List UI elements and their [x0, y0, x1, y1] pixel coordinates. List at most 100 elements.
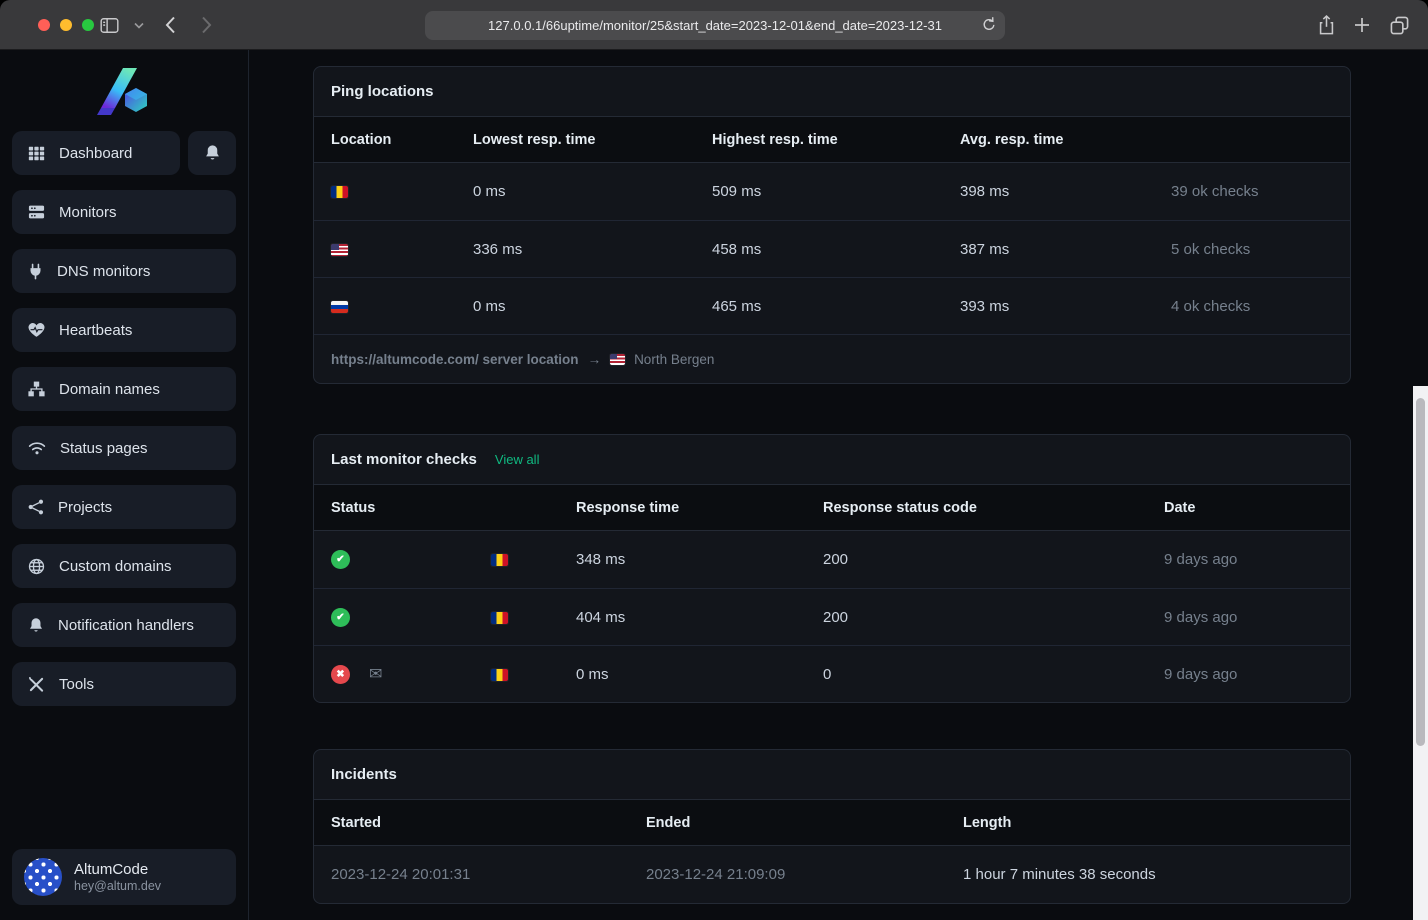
sidebar-nav: Dashboard Monitors DNS monitors	[12, 131, 236, 721]
ok-checks: 5 ok checks	[1171, 240, 1251, 258]
table-row: 2023-12-24 20:01:31 2023-12-24 21:09:09 …	[314, 846, 1350, 903]
sidebar: Dashboard Monitors DNS monitors	[0, 50, 249, 920]
table-row: 0 ms 465 ms 393 ms 4 ok checks	[314, 277, 1350, 334]
heart-pulse-icon	[28, 323, 45, 337]
lowest-resp-time: 0 ms	[473, 183, 506, 200]
sidebar-item-label: Domain names	[59, 380, 160, 398]
user-info: AltumCode hey@altum.dev	[74, 861, 161, 894]
tools-icon	[29, 676, 44, 692]
response-status-code: 0	[823, 665, 832, 683]
scrollbar-track[interactable]	[1413, 386, 1428, 920]
sidebar-item-label: Tools	[59, 675, 95, 693]
app-logo	[97, 68, 147, 115]
sidebar-item-label: Projects	[58, 498, 113, 516]
check-date: 9 days ago	[1164, 608, 1238, 626]
arrow-right-icon: →	[587, 351, 602, 367]
ping-locations-card: Ping locations Location Lowest resp. tim…	[313, 66, 1351, 384]
view-all-link[interactable]: View all	[494, 452, 540, 467]
reload-icon[interactable]	[982, 16, 996, 35]
sidebar-item-projects[interactable]: Projects	[12, 485, 236, 529]
sidebar-item-custom-domains[interactable]: Custom domains	[12, 544, 236, 588]
check-date: 9 days ago	[1164, 665, 1238, 683]
ping-locations-title: Ping locations	[331, 83, 434, 100]
zoom-window-button[interactable]	[82, 19, 94, 31]
sidebar-item-monitors[interactable]: Monitors	[12, 190, 236, 234]
incidents-header: Started Ended Length	[314, 799, 1350, 846]
column-length: Length	[963, 814, 1012, 831]
new-tab-icon[interactable]	[1349, 12, 1375, 38]
avg-resp-time: 387 ms	[960, 240, 1010, 258]
table-row: 336 ms 458 ms 387 ms 5 ok checks	[314, 220, 1350, 277]
back-icon[interactable]	[157, 12, 183, 38]
incidents-title: Incidents	[331, 766, 397, 783]
notifications-button[interactable]	[188, 131, 236, 175]
close-window-button[interactable]	[38, 19, 50, 31]
table-row: ✉ 348 ms 200 9 days ago	[314, 531, 1350, 588]
check-date: 9 days ago	[1164, 551, 1238, 568]
globe-icon	[28, 558, 45, 574]
sidebar-item-label: Monitors	[59, 203, 117, 221]
ok-checks: 4 ok checks	[1171, 297, 1251, 315]
minimize-window-button[interactable]	[60, 19, 72, 31]
share-icon[interactable]	[1313, 12, 1339, 38]
romania-flag-icon	[491, 554, 508, 567]
user-email: hey@altum.dev	[74, 879, 162, 894]
column-date: Date	[1164, 499, 1196, 516]
wifi-icon	[28, 442, 46, 455]
incident-length: 1 hour 7 minutes 38 seconds	[963, 866, 1156, 883]
ping-locations-header: Location Lowest resp. time Highest resp.…	[314, 116, 1350, 163]
column-status: Status	[331, 499, 376, 516]
lowest-resp-time: 336 ms	[473, 240, 523, 258]
column-location: Location	[331, 131, 392, 148]
status-ok-icon	[331, 607, 350, 627]
sidebar-item-status-pages[interactable]: Status pages	[12, 426, 236, 470]
scrollbar-thumb[interactable]	[1416, 398, 1425, 746]
bell-icon	[205, 145, 219, 160]
server-location-label: https://altumcode.com/ server location	[331, 351, 579, 367]
column-response-status-code: Response status code	[823, 499, 977, 516]
browser-toolbar: 127.0.0.1/66uptime/monitor/25&start_date…	[0, 0, 1428, 50]
user-account-card[interactable]: AltumCode hey@altum.dev	[12, 849, 236, 905]
column-avg: Avg. resp. time	[960, 131, 1064, 148]
sidebar-item-tools[interactable]: Tools	[12, 662, 236, 706]
response-time: 404 ms	[576, 608, 626, 626]
table-row: 0 ms 509 ms 398 ms 39 ok checks	[314, 163, 1350, 220]
ok-checks: 39 ok checks	[1171, 183, 1259, 200]
table-row: ✉ 404 ms 200 9 days ago	[314, 588, 1350, 645]
sidebar-item-label: DNS monitors	[57, 262, 151, 280]
chevron-down-icon[interactable]	[126, 12, 152, 38]
server-location-footer: https://altumcode.com/ server location →…	[314, 334, 1350, 383]
sidebar-item-heartbeats[interactable]: Heartbeats	[12, 308, 236, 352]
sidebar-item-dns-monitors[interactable]: DNS monitors	[12, 249, 236, 293]
sidebar-item-label: Custom domains	[59, 557, 172, 575]
sidebar-toggle-icon[interactable]	[96, 12, 122, 38]
sidebar-item-domain-names[interactable]: Domain names	[12, 367, 236, 411]
table-row: ✉ 0 ms 0 9 days ago	[314, 645, 1350, 702]
forward-icon[interactable]	[193, 12, 219, 38]
column-highest: Highest resp. time	[712, 131, 838, 148]
server-icon	[28, 205, 45, 219]
column-response-time: Response time	[576, 499, 680, 516]
incident-started: 2023-12-24 20:01:31	[331, 866, 471, 883]
sidebar-item-label: Notification handlers	[58, 616, 194, 634]
sidebar-item-label: Heartbeats	[59, 321, 133, 339]
sidebar-item-label: Dashboard	[59, 144, 133, 162]
last-checks-header: Status Response time Response status cod…	[314, 484, 1350, 531]
last-monitor-checks-title: Last monitor checks	[331, 451, 477, 468]
incident-ended: 2023-12-24 21:09:09	[646, 866, 786, 883]
highest-resp-time: 458 ms	[712, 240, 762, 258]
avg-resp-time: 398 ms	[960, 183, 1010, 200]
avg-resp-time: 393 ms	[960, 297, 1010, 315]
mail-sent-icon: ✉	[369, 666, 383, 683]
main-content: Ping locations Location Lowest resp. tim…	[249, 50, 1428, 920]
bell-icon	[30, 617, 42, 632]
avatar	[24, 858, 62, 896]
sidebar-item-notification-handlers[interactable]: Notification handlers	[12, 603, 236, 647]
sidebar-item-label: Status pages	[60, 439, 148, 457]
sidebar-item-dashboard[interactable]: Dashboard	[12, 131, 180, 175]
address-bar[interactable]: 127.0.0.1/66uptime/monitor/25&start_date…	[425, 11, 1005, 40]
sitemap-icon	[28, 381, 45, 397]
column-ended: Ended	[646, 814, 691, 831]
tab-overview-icon[interactable]	[1386, 12, 1412, 38]
